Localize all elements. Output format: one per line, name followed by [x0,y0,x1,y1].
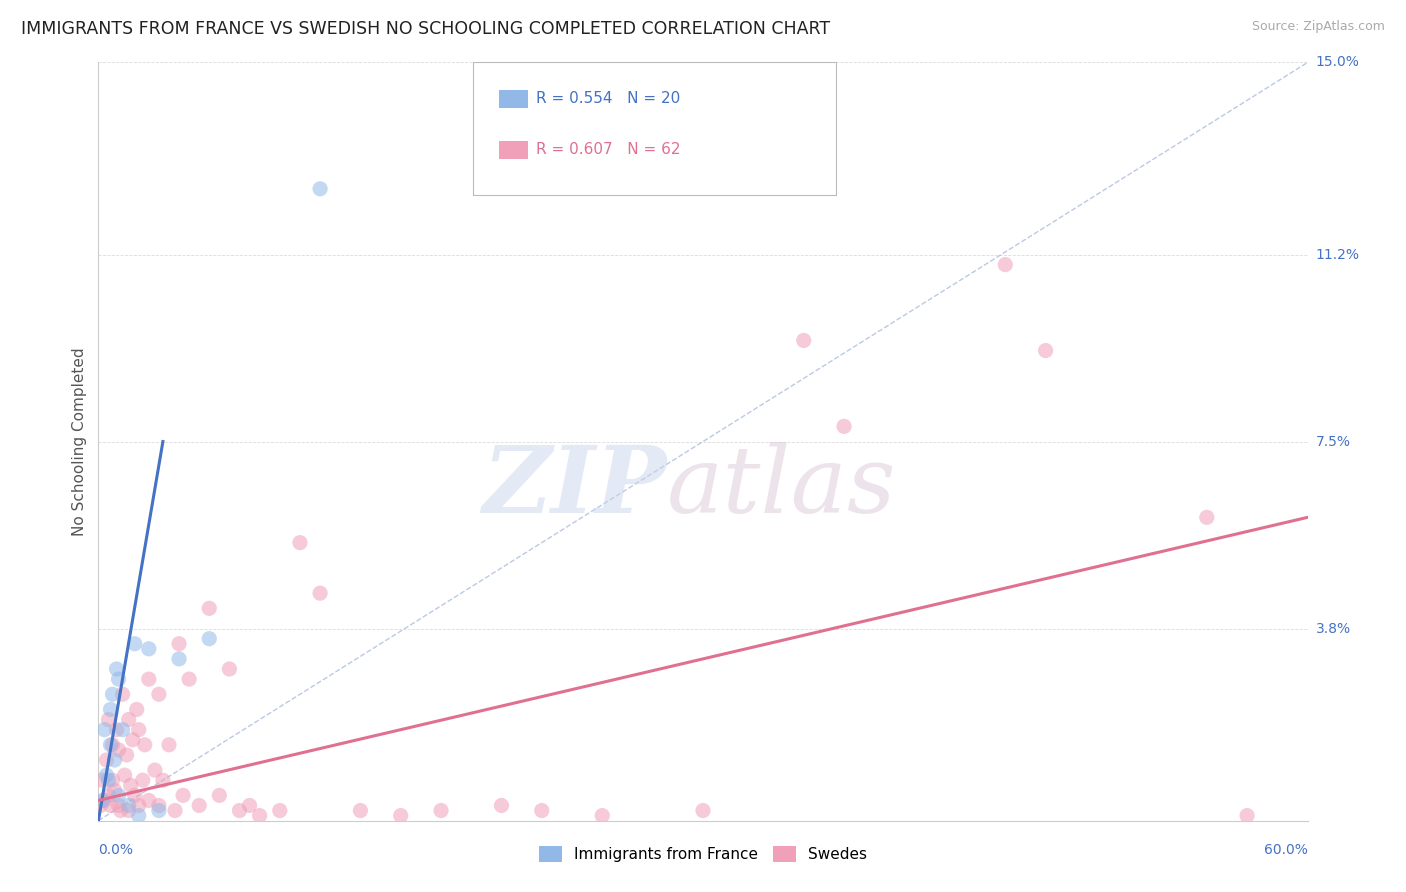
Y-axis label: No Schooling Completed: No Schooling Completed [72,347,87,536]
Point [132,773,155,788]
Point [118,798,141,813]
Point [218,662,240,676]
Point [103,753,125,767]
Point [208,789,231,803]
FancyBboxPatch shape [499,141,527,159]
Point [148,798,170,813]
Point [239,798,262,813]
Point [111,723,134,737]
Point [179,672,201,686]
Point [128,798,150,813]
Point [97,789,120,803]
Point [389,808,412,822]
Point [97,773,120,788]
Point [101,773,124,788]
Point [110,804,132,818]
Point [118,713,141,727]
Point [96,753,118,767]
Point [91,773,114,788]
Point [167,637,190,651]
Point [157,738,180,752]
Point [124,637,146,651]
Point [172,789,194,803]
Text: R = 0.607   N = 62: R = 0.607 N = 62 [536,142,681,157]
Point [120,778,142,792]
Point [115,747,138,762]
Point [100,798,122,813]
Point [198,601,221,615]
Point [994,258,1017,272]
Point [124,789,146,803]
Text: 3.8%: 3.8% [1316,622,1351,636]
Point [138,793,160,807]
Point [96,768,118,782]
Point [107,743,129,757]
Point [138,641,160,656]
Point [118,804,141,818]
Point [125,702,148,716]
Point [105,662,128,676]
Point [128,808,150,822]
Text: 11.2%: 11.2% [1316,247,1360,261]
Text: Source: ZipAtlas.com: Source: ZipAtlas.com [1251,20,1385,33]
Point [128,723,150,737]
FancyBboxPatch shape [499,90,527,108]
Point [832,419,855,434]
Point [152,773,174,788]
Point [349,804,371,818]
Point [111,687,134,701]
Point [105,723,128,737]
Point [134,738,156,752]
Point [249,808,271,822]
Text: 15.0%: 15.0% [1316,55,1360,70]
Point [138,672,160,686]
Point [288,535,311,549]
Point [121,732,143,747]
Point [591,808,613,822]
Point [793,334,815,348]
Point [148,804,170,818]
Point [530,804,553,818]
Point [148,687,170,701]
Point [1195,510,1218,524]
Text: R = 0.554   N = 20: R = 0.554 N = 20 [536,91,681,106]
Text: IMMIGRANTS FROM FRANCE VS SWEDISH NO SCHOOLING COMPLETED CORRELATION CHART: IMMIGRANTS FROM FRANCE VS SWEDISH NO SCH… [21,20,830,37]
Point [101,687,124,701]
Point [430,804,453,818]
Text: atlas: atlas [666,442,896,532]
Point [167,652,190,666]
Point [309,586,332,600]
Point [100,702,122,716]
Point [309,182,332,196]
Point [228,804,250,818]
Point [89,798,111,813]
Point [491,798,513,813]
FancyBboxPatch shape [474,62,837,195]
Point [1035,343,1057,358]
Text: ZIP: ZIP [482,442,666,532]
Point [101,738,124,752]
Point [114,768,136,782]
Text: 7.5%: 7.5% [1316,434,1351,449]
Point [188,798,211,813]
Point [103,783,125,797]
Point [107,798,129,813]
Legend: Immigrants from France, Swedes: Immigrants from France, Swedes [538,847,868,863]
Point [93,793,115,807]
Point [100,738,122,752]
Point [143,763,166,777]
Point [1236,808,1258,822]
Point [198,632,221,646]
Point [107,789,129,803]
Point [93,723,115,737]
Point [692,804,714,818]
Point [91,793,114,807]
Point [163,804,186,818]
Point [97,713,120,727]
Point [269,804,291,818]
Point [107,672,129,686]
Text: 0.0%: 0.0% [98,844,134,857]
Text: 60.0%: 60.0% [1264,844,1308,857]
